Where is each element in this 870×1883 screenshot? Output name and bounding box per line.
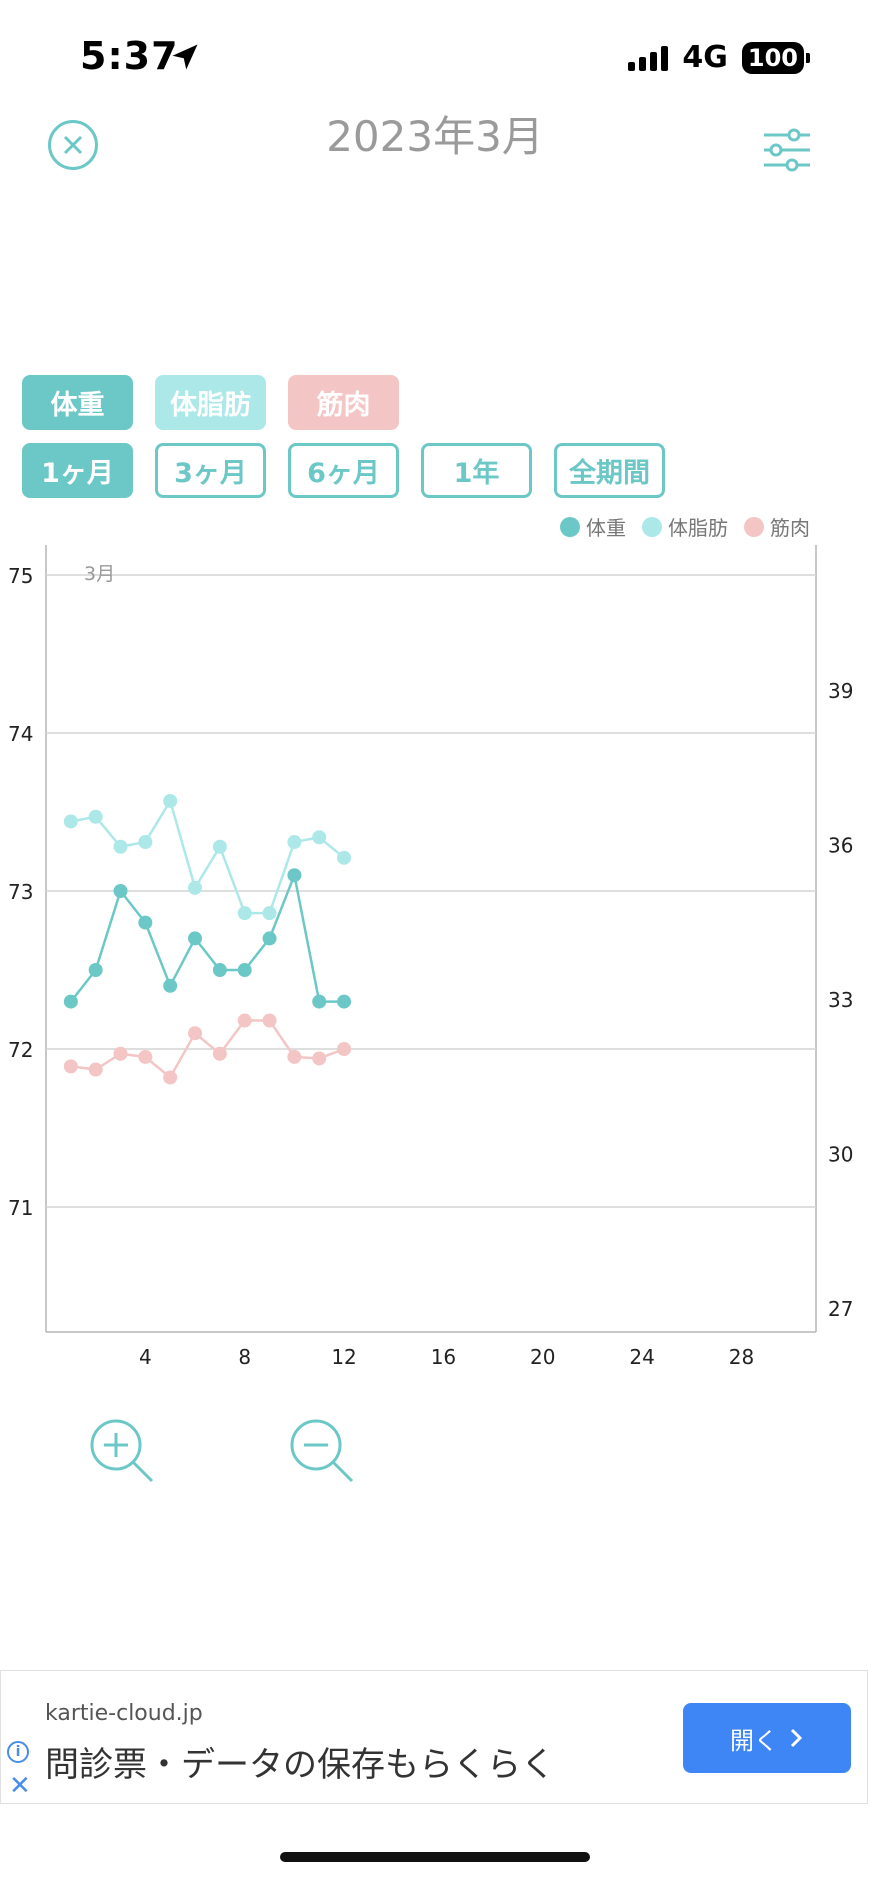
data-point <box>163 978 178 993</box>
ad-open-button[interactable]: 開く <box>683 1703 851 1773</box>
ad-banner[interactable]: kartie-cloud.jp 問診票・データの保存もらくらく i ✕ 開く <box>0 1670 868 1804</box>
data-point <box>312 994 327 1009</box>
data-point <box>212 1046 227 1061</box>
legend-item-weight: 体重 <box>560 512 626 541</box>
y-right-tick-label: 33 <box>828 988 853 1012</box>
data-point <box>88 1062 103 1077</box>
zoom-in-icon[interactable] <box>88 1417 158 1487</box>
data-point <box>113 1046 128 1061</box>
x-tick-label: 16 <box>431 1345 456 1369</box>
y-right-tick-label: 36 <box>828 834 853 858</box>
x-tick-label: 4 <box>139 1345 152 1369</box>
y-left-tick-label: 75 <box>8 564 33 588</box>
data-point <box>337 850 352 865</box>
data-point <box>88 809 103 824</box>
y-left-tick-label: 74 <box>8 722 33 746</box>
data-point <box>237 1013 252 1028</box>
data-point <box>212 963 227 977</box>
chevron-right-icon <box>790 1728 803 1748</box>
info-icon[interactable]: i <box>7 1741 29 1763</box>
y-left-tick-label: 72 <box>8 1038 33 1062</box>
battery-level: 100 <box>741 41 804 74</box>
data-point <box>287 835 302 850</box>
ad-text: 問診票・データの保存もらくらく <box>45 1745 555 1785</box>
y-left-tick-label: 73 <box>8 880 33 904</box>
legend-item-muscle: 筋肉 <box>744 512 810 541</box>
chart-legend: 体重 体脂肪 筋肉 <box>554 512 810 541</box>
data-point <box>212 839 227 854</box>
signal-icon <box>628 45 669 71</box>
x-tick-label: 20 <box>530 1345 555 1369</box>
data-point <box>337 1042 352 1056</box>
chart-month-label: 3月 <box>84 563 115 585</box>
status-time: 5:37 <box>80 34 179 78</box>
y-left-tick-label: 71 <box>8 1196 33 1220</box>
period-tabs: 1ヶ月 3ヶ月 6ヶ月 1年 全期間 <box>22 443 665 498</box>
legend-item-body-fat: 体脂肪 <box>642 512 728 541</box>
home-indicator <box>280 1852 590 1862</box>
data-point <box>188 880 203 895</box>
tab-1-month[interactable]: 1ヶ月 <box>22 443 133 498</box>
x-tick-label: 8 <box>238 1345 251 1369</box>
series-line-weight <box>69 870 345 1003</box>
series-line-body-fat <box>70 797 345 915</box>
data-point <box>163 1070 178 1085</box>
y-right-tick-label: 30 <box>828 1143 853 1167</box>
x-tick-label: 28 <box>729 1345 754 1369</box>
data-point <box>188 931 203 946</box>
data-point <box>237 963 252 977</box>
zoom-out-icon[interactable] <box>288 1417 358 1487</box>
data-point <box>262 931 277 946</box>
data-point <box>63 994 78 1009</box>
filter-sliders-icon[interactable] <box>762 128 812 172</box>
ad-close-icon[interactable]: ✕ <box>9 1771 31 1801</box>
close-icon <box>63 135 83 155</box>
tab-1-year[interactable]: 1年 <box>421 443 532 498</box>
battery-icon: 100 <box>741 41 810 74</box>
x-tick-label: 12 <box>331 1345 356 1369</box>
data-point <box>262 1013 277 1028</box>
data-point <box>287 1049 302 1064</box>
x-tick-label: 24 <box>629 1345 654 1369</box>
close-button[interactable] <box>48 120 98 170</box>
tab-6-months[interactable]: 6ヶ月 <box>288 443 399 498</box>
data-point <box>237 906 252 921</box>
data-point <box>287 868 302 883</box>
data-point <box>63 814 78 829</box>
data-point <box>262 906 277 921</box>
location-arrow-icon <box>172 44 198 70</box>
tab-muscle[interactable]: 筋肉 <box>288 375 399 430</box>
data-point <box>163 793 178 808</box>
data-point <box>138 835 153 850</box>
data-point <box>138 1049 153 1064</box>
tab-3-months[interactable]: 3ヶ月 <box>155 443 266 498</box>
ad-domain: kartie-cloud.jp <box>45 1701 203 1726</box>
y-right-tick-label: 39 <box>828 679 853 703</box>
data-point <box>312 830 327 845</box>
data-point <box>63 1059 78 1074</box>
data-point <box>337 994 352 1009</box>
data-point <box>113 884 128 898</box>
data-point <box>113 839 128 854</box>
data-point <box>188 1026 203 1041</box>
tab-weight[interactable]: 体重 <box>22 375 133 430</box>
weight-chart[interactable]: 71 72 73 74 75 27 30 33 36 39 4 8 12 16 20 24 28 3月 <box>0 540 870 1400</box>
data-point <box>138 915 153 930</box>
tab-body-fat[interactable]: 体脂肪 <box>155 375 266 430</box>
page-title: 2023年3月 <box>326 112 544 161</box>
tab-all-period[interactable]: 全期間 <box>554 443 665 498</box>
data-point <box>88 963 103 977</box>
network-label: 4G <box>682 40 728 75</box>
metric-tabs: 体重 体脂肪 筋肉 <box>22 375 399 430</box>
y-right-tick-label: 27 <box>828 1297 853 1321</box>
data-point <box>312 1051 327 1066</box>
